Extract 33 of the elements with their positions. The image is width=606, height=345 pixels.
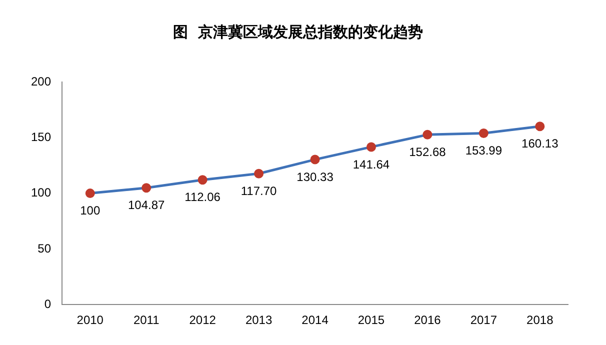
chart-title: 图 京津冀区域发展总指数的变化趋势 xyxy=(172,22,424,41)
x-tick-label: 2013 xyxy=(245,313,272,328)
data-label: 104.87 xyxy=(128,198,166,212)
x-tick-label: 2011 xyxy=(133,313,160,328)
y-tick-label: 200 xyxy=(30,74,52,88)
data-label: 152.68 xyxy=(409,144,446,159)
data-label: 141.64 xyxy=(352,157,390,172)
data-label: 117.70 xyxy=(240,184,278,198)
data-label: 153.99 xyxy=(465,144,502,158)
x-tick-label: 2015 xyxy=(358,313,385,328)
point xyxy=(366,142,376,152)
data-label: 130.33 xyxy=(296,170,334,184)
data-label: 160.13 xyxy=(522,136,559,151)
x-tick-label: 2010 xyxy=(76,313,104,328)
point xyxy=(85,188,95,198)
y-tick-label: 50 xyxy=(38,241,52,256)
point xyxy=(422,130,432,140)
y-tick-label: 100 xyxy=(30,186,52,200)
data-label: 112.06 xyxy=(184,190,221,204)
x-tick-label: 2016 xyxy=(414,313,442,328)
data-label: 100 xyxy=(80,204,100,218)
point xyxy=(142,183,152,193)
x-tick-label: 2018 xyxy=(526,313,554,328)
y-tick-label: 150 xyxy=(30,130,52,144)
x-tick-label: 2014 xyxy=(302,313,329,328)
y-tick-label: 0 xyxy=(44,296,52,311)
point xyxy=(535,122,545,132)
x-tick-label: 2017 xyxy=(470,313,498,328)
point xyxy=(310,154,320,164)
x-tick-label: 2012 xyxy=(189,313,216,328)
point xyxy=(198,175,208,185)
point xyxy=(254,168,264,178)
point xyxy=(478,128,488,138)
